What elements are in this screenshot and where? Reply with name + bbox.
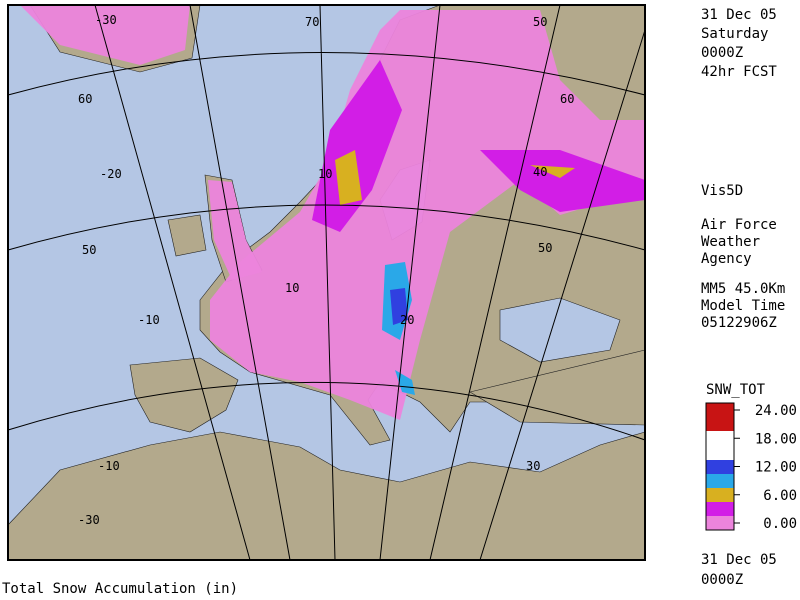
- land: [167, 214, 207, 257]
- legend-tick-label: 12.00: [755, 460, 797, 476]
- color-segment: [706, 502, 734, 516]
- map-label: 50: [538, 241, 552, 255]
- map-label: -10: [98, 459, 120, 473]
- snow-area: [480, 150, 645, 212]
- sea: [499, 297, 621, 363]
- graticule: [7, 4, 646, 561]
- snow-area: [210, 10, 645, 420]
- color-segment: [706, 474, 734, 488]
- map-label: 10: [318, 167, 332, 181]
- map-label: 50: [533, 15, 547, 29]
- snow-area: [335, 150, 362, 205]
- map-label: -30: [95, 13, 117, 27]
- map-label: -30: [78, 513, 100, 527]
- legend-tick-label: 24.00: [755, 403, 797, 419]
- map-label: 20: [400, 313, 414, 327]
- color-segment: [706, 403, 734, 431]
- agency: Weather: [701, 234, 760, 250]
- map-label: 30: [526, 459, 540, 473]
- product: Vis5D: [701, 183, 743, 199]
- map-label: 40: [533, 165, 547, 179]
- forecast: 42hr FCST: [701, 64, 777, 80]
- map: -30 70 50 60 60 -20 40 50 50 -10 20 10 -…: [7, 4, 646, 561]
- snow-area: [312, 60, 402, 232]
- map-label: 60: [78, 92, 92, 106]
- footer-time: 0000Z: [701, 572, 743, 588]
- snow-area: [208, 180, 262, 280]
- legend-tick-label: 18.00: [755, 431, 797, 447]
- map-label: -10: [138, 313, 160, 327]
- land: [129, 357, 239, 433]
- color-segment: [706, 460, 734, 474]
- legend-title: SNW_TOT: [706, 382, 766, 398]
- time: 0000Z: [701, 45, 743, 61]
- colorbar: [705, 402, 735, 531]
- model: MM5 45.0Km: [701, 281, 785, 297]
- legend-tick-label: 6.00: [763, 488, 797, 504]
- legend-tick-label: 0.00: [763, 516, 797, 532]
- map-frame: [7, 4, 646, 561]
- map-label: -20: [100, 167, 122, 181]
- model-time: 05122906Z: [701, 315, 777, 331]
- agency: Air Force: [701, 217, 777, 233]
- color-segment: [706, 488, 734, 502]
- map-label: 60: [560, 92, 574, 106]
- caption: Total Snow Accumulation (in): [2, 581, 238, 597]
- snow-area: [530, 165, 575, 178]
- footer-date: 31 Dec 05: [701, 552, 777, 568]
- color-segment: [706, 431, 734, 460]
- model-time-label: Model Time: [701, 298, 785, 314]
- map-label: 50: [82, 243, 96, 257]
- map-label: 10: [285, 281, 299, 295]
- agency: Agency: [701, 251, 752, 267]
- snow-area: [20, 5, 190, 65]
- map-label: 70: [305, 15, 319, 29]
- color-segment: [706, 516, 734, 530]
- snow-area: [390, 288, 408, 325]
- date: 31 Dec 05: [701, 7, 777, 23]
- weekday: Saturday: [701, 26, 768, 42]
